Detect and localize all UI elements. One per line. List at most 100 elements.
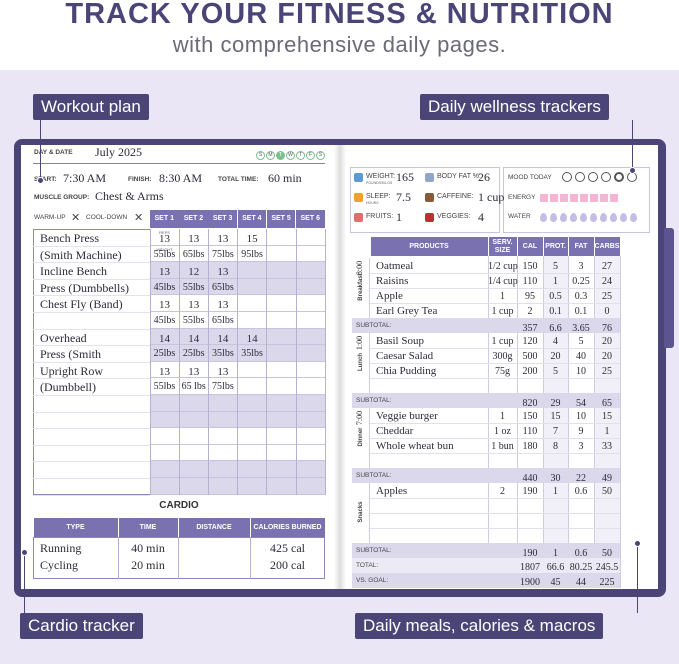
col-line <box>324 229 326 495</box>
meal-header: PROT. <box>543 237 568 256</box>
meal-value: 180 <box>522 441 538 452</box>
subtotal-value: 6.6 <box>549 323 562 334</box>
summary-value: 1807 <box>520 562 540 573</box>
callout: Daily wellness trackers <box>420 94 609 120</box>
row-line <box>370 378 620 379</box>
set-header: SET 1 <box>150 210 179 228</box>
subtotal-value: 29 <box>550 398 561 409</box>
subtotal-value: 54 <box>576 398 586 409</box>
water-drop <box>590 213 597 222</box>
strap <box>664 228 674 348</box>
reps: 13 <box>188 365 200 378</box>
set-header: SET 6 <box>296 210 325 228</box>
weight: 75lbs <box>212 248 234 260</box>
leader-dot <box>21 549 28 556</box>
label: COOL-DOWN <box>86 214 128 221</box>
subtotal-band <box>352 318 620 333</box>
reps: 12 <box>188 266 200 279</box>
section-label <box>352 333 370 393</box>
meal-value: 0 <box>604 306 610 317</box>
meal-value: 50 <box>602 486 612 497</box>
col-line <box>250 537 251 579</box>
reps: 13 <box>159 233 170 245</box>
mood-face <box>588 172 598 182</box>
label: WATER <box>508 213 531 220</box>
name-row-line <box>33 328 150 330</box>
meal-value: 120 <box>522 336 538 347</box>
label: FINISH: <box>128 176 152 183</box>
row-line <box>370 288 620 289</box>
water-drop <box>600 213 607 222</box>
meal-value: 10 <box>576 366 586 377</box>
reps: 14 <box>217 332 229 345</box>
row-line <box>370 363 620 364</box>
product: Whole wheat bun <box>376 440 454 452</box>
cardio-header: DISTANCE <box>178 518 250 537</box>
summary-value: 44 <box>576 577 586 588</box>
energy-box <box>560 194 568 202</box>
weight-label: WEIGHT <box>156 246 173 252</box>
name-row-line <box>33 478 150 479</box>
meal-value: 5 <box>578 336 584 347</box>
reps: 13 <box>217 299 229 312</box>
name-row-line <box>33 361 150 363</box>
leader-line <box>24 552 25 613</box>
reps: 15 <box>246 233 258 245</box>
subtotal-label: SUBTOTAL: <box>356 547 392 554</box>
subtotal-value: 3.65 <box>572 323 590 334</box>
name-row-line <box>33 395 150 396</box>
mood-face <box>575 172 585 182</box>
reps: 14 <box>246 332 258 345</box>
col-line <box>237 229 239 495</box>
day-circle: T <box>276 151 285 160</box>
name-row-line <box>33 345 150 347</box>
summary-value: 245.5 <box>595 562 619 573</box>
row-line <box>370 438 620 439</box>
col-line <box>178 537 179 579</box>
weight: 65lbs <box>182 248 205 260</box>
weight: 55lbs <box>182 281 205 293</box>
weight: 35lbs <box>212 348 234 360</box>
meal-value: 25 <box>602 366 612 377</box>
col-line <box>178 229 180 495</box>
weight: 35lbs <box>241 348 263 360</box>
value: 165 <box>396 170 414 184</box>
meal-value: 500 <box>522 351 538 362</box>
energy-box <box>600 194 608 202</box>
col-line <box>266 229 268 495</box>
meal-value: 75g <box>495 366 510 377</box>
leader-line <box>40 120 41 180</box>
water-drop <box>610 213 617 222</box>
meal-value: 110 <box>522 426 538 437</box>
product: Earl Grey Tea <box>376 305 438 317</box>
meal-value: 5 <box>553 261 558 272</box>
title: TRACK YOUR FITNESS & NUTRITION <box>65 0 614 30</box>
name-row-line <box>33 494 150 496</box>
subtotal-label: SUBTOTAL: <box>356 397 392 404</box>
mood-face <box>601 172 611 182</box>
exercise-name: Press (Dumbbells) <box>40 280 129 295</box>
set-header: SET 4 <box>237 210 267 228</box>
cardio-header: CALORIES BURNED <box>250 518 325 537</box>
subtitle: with comprehensive daily pages. <box>172 32 507 57</box>
product: Veggie burger <box>376 410 438 422</box>
tracker-icon <box>425 193 434 202</box>
meal-value: 15 <box>602 411 612 422</box>
value: 1 <box>396 210 402 224</box>
label: MOOD TODAY <box>508 174 552 181</box>
water-drop <box>560 213 567 222</box>
exercise-name: (Dumbbell) <box>40 380 96 395</box>
energy-box <box>570 194 578 202</box>
section-time: 1:00 <box>355 335 364 351</box>
subtotal-value: 190 <box>522 548 538 559</box>
tracker-box <box>350 167 500 233</box>
meal-value: 200 <box>522 366 538 377</box>
meal-header: PRODUCTS <box>370 237 488 256</box>
subtotal-value: 357 <box>522 323 538 334</box>
reps: 13 <box>217 365 229 378</box>
cardio-title: CARDIO <box>159 500 199 511</box>
meal-value: 10 <box>576 411 586 422</box>
label: ENERGY <box>508 194 536 201</box>
exercise-name: Chest Fly (Band) <box>40 297 123 312</box>
meal-value: 2 <box>500 486 505 497</box>
